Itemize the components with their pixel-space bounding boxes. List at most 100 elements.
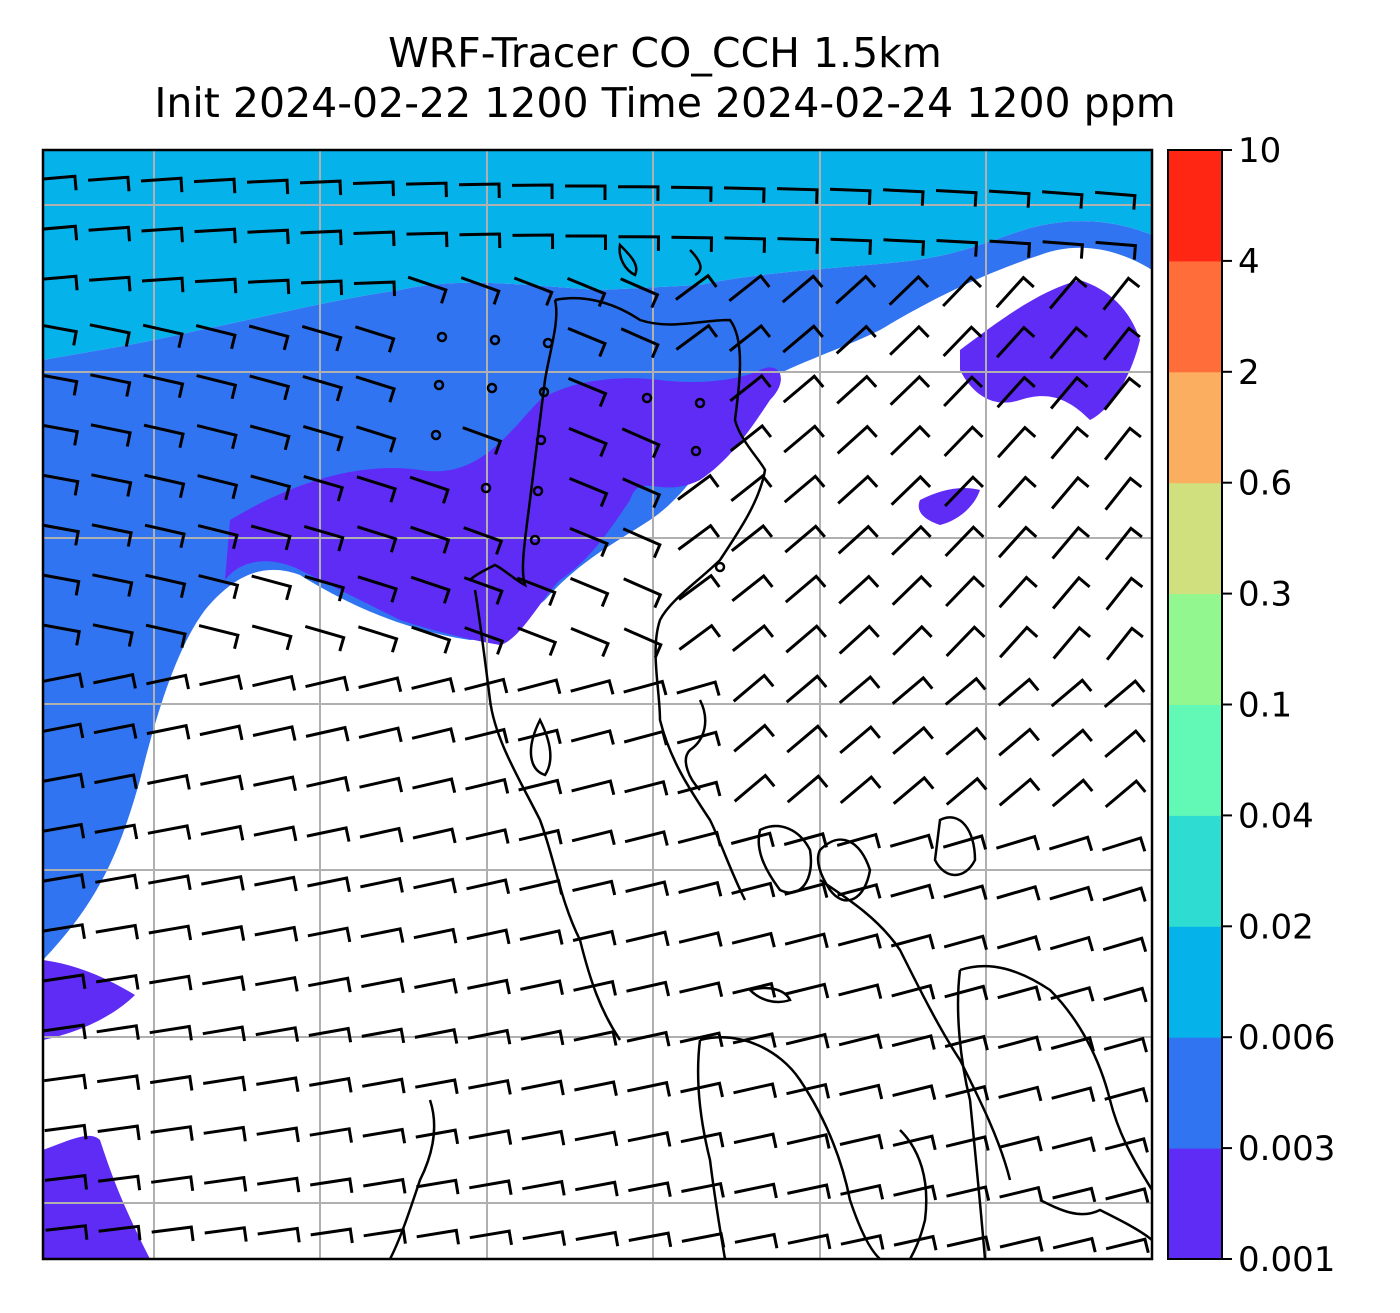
wind-barb — [999, 1185, 1044, 1202]
wind-barb — [256, 1126, 300, 1143]
wind-barb — [783, 474, 826, 504]
wind-barb — [201, 874, 245, 891]
wind-barb — [996, 375, 1036, 409]
wind-barb — [836, 424, 878, 455]
wind-barb — [411, 625, 452, 654]
wind-barb — [307, 926, 352, 943]
wind-barb — [889, 324, 930, 356]
wind-barb — [935, 189, 978, 207]
wind-barb — [731, 573, 774, 602]
wind-barb — [359, 776, 404, 793]
wind-barb — [892, 775, 935, 805]
wind-barb — [781, 274, 824, 304]
wind-barb — [141, 226, 184, 243]
wind-barb — [198, 624, 240, 650]
wind-barb — [1102, 276, 1141, 311]
wind-barb — [300, 229, 343, 246]
tracer-field-0001-w — [43, 960, 135, 1040]
wind-barb — [567, 327, 607, 358]
wind-barb — [945, 625, 986, 658]
wind-barb — [361, 977, 405, 994]
wind-barb — [572, 879, 617, 896]
wind-barb — [734, 1232, 779, 1249]
wind-barb — [573, 979, 617, 996]
colorbar-block — [1168, 593, 1222, 705]
wind-barb — [358, 726, 403, 743]
wind-barb — [519, 929, 564, 945]
wind-barb — [733, 1082, 778, 1099]
wind-barb — [571, 779, 616, 796]
wind-barb — [306, 826, 351, 842]
wind-barb — [143, 423, 185, 449]
wind-barb — [1051, 525, 1091, 560]
wind-barb — [43, 822, 86, 839]
wind-barb — [838, 674, 881, 705]
wind-barb — [363, 1228, 407, 1244]
wind-barb — [300, 279, 344, 296]
wind-barb — [463, 526, 504, 555]
wind-barb — [254, 925, 299, 942]
colorbar-tick-label: 0.006 — [1238, 1018, 1335, 1058]
wind-barb — [466, 878, 511, 895]
colorbar-block — [1168, 1037, 1222, 1149]
wind-barb — [677, 830, 722, 847]
wind-barb — [618, 235, 661, 251]
wind-barb — [93, 672, 137, 689]
wind-barb — [998, 777, 1041, 807]
wind-barb — [98, 1174, 142, 1191]
wind-barb — [462, 426, 503, 455]
tracer-field-0001-ne — [960, 280, 1140, 420]
wind-barb — [301, 324, 343, 352]
wind-barb — [783, 832, 828, 848]
wind-barb — [728, 273, 771, 302]
wind-barb — [410, 575, 451, 604]
wind-barb — [1102, 326, 1141, 361]
wind-barb — [362, 1077, 406, 1094]
colorbar-tick-label: 4 — [1238, 242, 1260, 282]
wind-barb — [251, 574, 293, 601]
wind-barb — [140, 176, 184, 193]
wind-barb — [88, 225, 131, 242]
wind-barbs — [43, 174, 1150, 1254]
wind-barb — [890, 883, 935, 900]
wind-barb — [467, 1028, 512, 1045]
wind-barb — [363, 1177, 407, 1194]
wind-barb — [625, 880, 670, 897]
wind-barb — [361, 1027, 406, 1044]
wind-barb — [678, 623, 722, 651]
wind-barb — [839, 1083, 884, 1100]
wind-barb — [732, 981, 777, 998]
wind-barb — [95, 923, 139, 940]
wind-barb — [946, 1235, 991, 1252]
wind-barb — [151, 1225, 195, 1242]
wind-barb — [90, 373, 132, 397]
wind-barb — [1049, 935, 1095, 952]
wind-barb — [43, 923, 86, 939]
wind-barb — [891, 983, 936, 1000]
wind-barb — [998, 727, 1040, 757]
wind-barb — [517, 626, 558, 657]
wind-barb — [246, 178, 290, 195]
wind-barb — [97, 1124, 141, 1141]
wind-barb — [943, 934, 988, 951]
wind-barb — [679, 981, 724, 998]
wind-barb — [414, 1028, 459, 1044]
wind-barb — [678, 880, 723, 897]
colorbar-blocks — [1168, 150, 1222, 1260]
wind-barb — [304, 574, 346, 602]
wind-barb — [518, 828, 563, 845]
wind-barb — [1051, 1136, 1096, 1153]
wind-barb — [520, 979, 564, 996]
wind-barb — [412, 827, 457, 844]
colorbar-tick-label: 0.02 — [1238, 907, 1314, 947]
wind-barb — [1050, 475, 1090, 510]
wind-barb — [784, 524, 826, 554]
colorbar-tick-label: 0.04 — [1238, 796, 1314, 836]
wind-barb — [144, 473, 186, 499]
wind-barb — [936, 239, 979, 257]
wind-barb — [628, 1181, 672, 1197]
wind-barb — [995, 325, 1036, 359]
wind-barb — [200, 824, 245, 841]
wind-barb — [148, 874, 192, 891]
wind-barb — [252, 725, 297, 741]
